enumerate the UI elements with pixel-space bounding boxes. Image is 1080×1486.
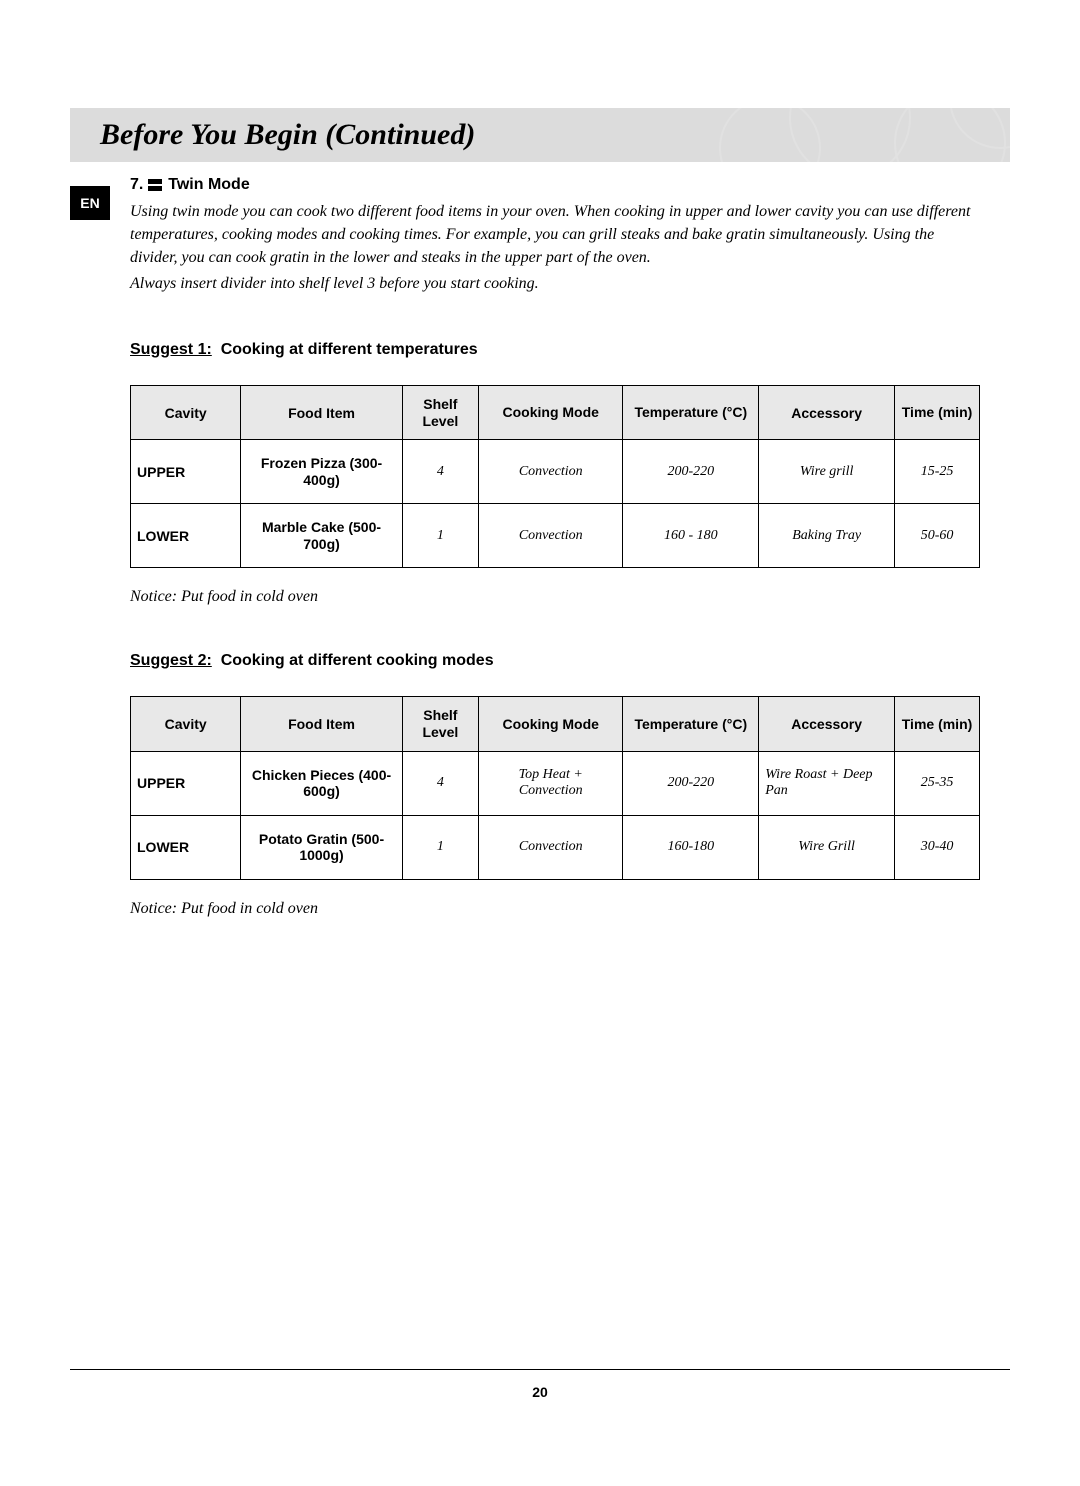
cell-shelf: 1 bbox=[402, 815, 478, 879]
header-decoration bbox=[670, 108, 1010, 162]
content-area: 7. Twin Mode Using twin mode you can coo… bbox=[130, 176, 980, 918]
cell-shelf: 1 bbox=[402, 504, 478, 568]
section-title: Twin Mode bbox=[168, 176, 249, 193]
twin-mode-icon bbox=[148, 179, 162, 191]
cell-time: 50-60 bbox=[895, 504, 980, 568]
cell-acc: Baking Tray bbox=[759, 504, 895, 568]
cell-food: Frozen Pizza (300-400g) bbox=[241, 440, 402, 504]
cell-time: 30-40 bbox=[895, 815, 980, 879]
th-acc: Accessory bbox=[759, 385, 895, 440]
th-cavity: Cavity bbox=[131, 697, 241, 752]
cell-cavity: UPPER bbox=[131, 751, 241, 815]
table-header-row: Cavity Food Item Shelf Level Cooking Mod… bbox=[131, 697, 980, 752]
table-row: UPPER Frozen Pizza (300-400g) 4 Convecti… bbox=[131, 440, 980, 504]
th-acc: Accessory bbox=[759, 697, 895, 752]
th-cavity: Cavity bbox=[131, 385, 241, 440]
cell-cavity: UPPER bbox=[131, 440, 241, 504]
cell-mode: Convection bbox=[479, 815, 623, 879]
table-row: LOWER Marble Cake (500-700g) 1 Convectio… bbox=[131, 504, 980, 568]
page-footer: 20 bbox=[70, 1369, 1010, 1402]
cell-food: Chicken Pieces (400-600g) bbox=[241, 751, 402, 815]
cell-temp: 200-220 bbox=[623, 440, 759, 504]
th-mode: Cooking Mode bbox=[479, 697, 623, 752]
section-paragraph-2: Always insert divider into shelf level 3… bbox=[130, 272, 980, 295]
cell-mode: Convection bbox=[479, 504, 623, 568]
page-header: Before You Begin (Continued) bbox=[70, 108, 1010, 162]
cell-time: 15-25 bbox=[895, 440, 980, 504]
suggest1-notice: Notice: Put food in cold oven bbox=[130, 588, 980, 606]
cell-temp: 200-220 bbox=[623, 751, 759, 815]
suggest1-label: Suggest 1: bbox=[130, 341, 212, 358]
suggest2-notice: Notice: Put food in cold oven bbox=[130, 900, 980, 918]
cell-temp: 160-180 bbox=[623, 815, 759, 879]
table-row: LOWER Potato Gratin (500-1000g) 1 Convec… bbox=[131, 815, 980, 879]
page-number: 20 bbox=[532, 1384, 548, 1400]
th-mode: Cooking Mode bbox=[479, 385, 623, 440]
th-shelf: Shelf Level bbox=[402, 385, 478, 440]
table-row: UPPER Chicken Pieces (400-600g) 4 Top He… bbox=[131, 751, 980, 815]
page-title: Before You Begin (Continued) bbox=[100, 118, 475, 152]
cell-food: Potato Gratin (500-1000g) bbox=[241, 815, 402, 879]
cell-food: Marble Cake (500-700g) bbox=[241, 504, 402, 568]
cell-shelf: 4 bbox=[402, 440, 478, 504]
th-temp: Temperature (°C) bbox=[623, 697, 759, 752]
language-label: EN bbox=[80, 195, 99, 211]
section-paragraph-1: Using twin mode you can cook two differe… bbox=[130, 200, 980, 270]
cell-acc: Wire grill bbox=[759, 440, 895, 504]
section-number: 7. bbox=[130, 176, 143, 193]
suggest2-title: Cooking at different cooking modes bbox=[221, 652, 494, 669]
cell-acc: Wire Grill bbox=[759, 815, 895, 879]
suggest1-table: Cavity Food Item Shelf Level Cooking Mod… bbox=[130, 385, 980, 569]
cell-mode: Convection bbox=[479, 440, 623, 504]
cell-cavity: LOWER bbox=[131, 815, 241, 879]
suggest2-heading: Suggest 2: Cooking at different cooking … bbox=[130, 652, 980, 670]
cell-shelf: 4 bbox=[402, 751, 478, 815]
th-time: Time (min) bbox=[895, 697, 980, 752]
cell-temp: 160 - 180 bbox=[623, 504, 759, 568]
th-time: Time (min) bbox=[895, 385, 980, 440]
table-header-row: Cavity Food Item Shelf Level Cooking Mod… bbox=[131, 385, 980, 440]
th-shelf: Shelf Level bbox=[402, 697, 478, 752]
th-food: Food Item bbox=[241, 385, 402, 440]
suggest2-label: Suggest 2: bbox=[130, 652, 212, 669]
cell-acc: Wire Roast + Deep Pan bbox=[759, 751, 895, 815]
cell-cavity: LOWER bbox=[131, 504, 241, 568]
th-temp: Temperature (°C) bbox=[623, 385, 759, 440]
language-badge: EN bbox=[70, 186, 110, 220]
cell-mode: Top Heat + Convection bbox=[479, 751, 623, 815]
th-food: Food Item bbox=[241, 697, 402, 752]
cell-time: 25-35 bbox=[895, 751, 980, 815]
suggest2-table: Cavity Food Item Shelf Level Cooking Mod… bbox=[130, 696, 980, 880]
section-heading: 7. Twin Mode bbox=[130, 176, 980, 194]
suggest1-title: Cooking at different temperatures bbox=[221, 341, 478, 358]
suggest1-heading: Suggest 1: Cooking at different temperat… bbox=[130, 341, 980, 359]
